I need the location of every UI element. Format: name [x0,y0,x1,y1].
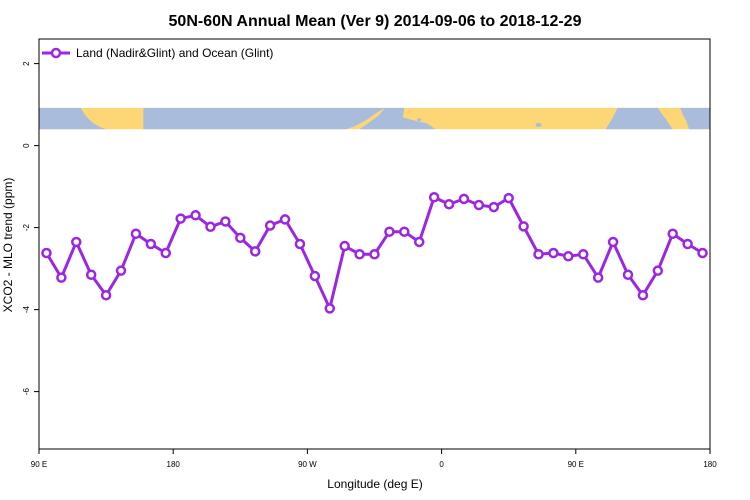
y-tick-label: -6 [22,387,31,395]
axes: 90 E 180 90 W 0 90 E 180 2 0 -2 -4 -6 [22,38,717,469]
x-axis-label: Longitude (deg E) [327,477,422,491]
data-point [220,216,231,227]
data-point [458,193,470,205]
data-point [324,303,336,314]
data-point [249,246,261,257]
x-tick-label: 180 [167,460,181,469]
data-point [563,251,574,262]
data-point [309,270,321,282]
y-tick-label: -2 [22,223,31,231]
data-point [533,249,544,260]
data-point [56,272,67,283]
map-coast-detail [417,118,422,122]
x-tick-label: 90 E [31,460,47,469]
plot-frame [38,38,711,450]
data-point [697,247,708,259]
data-point [85,269,97,280]
legend-label: Land (Nadir&Glint) and Ocean (Glint) [76,46,273,60]
map-coast-detail [287,122,292,126]
data-point [235,232,246,244]
data-point [294,238,306,250]
y-tick-label: 2 [22,61,31,66]
data-point [488,201,500,213]
data-point [205,221,216,233]
data-point [637,290,649,301]
map-ocean-region [680,107,710,130]
data-point [339,240,350,252]
map-ocean-region [143,107,385,130]
map-coast-detail [535,122,542,128]
data-point [667,228,678,239]
x-tick-label: 0 [439,460,444,469]
map-coast-detail [652,117,657,120]
data-point [71,236,82,248]
data-point [279,214,291,225]
data-point [503,192,514,204]
data-point [264,220,276,231]
map-ocean-region [605,107,673,130]
map-coast-detail [349,107,356,113]
map-ocean-region [359,107,436,130]
data-point [130,228,142,239]
legend-marker [50,47,62,59]
x-tick-label: 90 W [298,460,317,469]
data-point [682,238,693,250]
data-point [369,249,380,260]
data-point [354,249,365,260]
data-point [384,226,395,237]
data-point [607,236,619,248]
x-tick-label: 90 E [568,460,584,469]
data-point [190,210,201,221]
data-point [413,236,425,248]
data-point [548,247,559,259]
data-point [399,226,410,237]
series-layer [41,192,708,314]
y-tick-label: 0 [22,143,31,148]
data-point [473,199,485,211]
legend: Land (Nadir&Glint) and Ocean (Glint) [42,46,273,60]
data-point [160,247,171,259]
y-axis-label: XCO2 - MLO trend (ppm) [1,178,15,313]
data-point [41,247,52,259]
y-tick-label: -4 [22,305,31,313]
data-point [652,265,664,276]
chart-title: 50N-60N Annual Mean (Ver 9) 2014-09-06 t… [169,13,582,30]
data-point [443,198,455,210]
x-tick-label: 180 [703,460,717,469]
data-point [578,249,589,260]
data-point [100,290,112,301]
data-point [145,238,157,250]
map-ocean-region [39,107,107,130]
data-point [175,213,186,224]
data-point [518,221,529,232]
data-point [592,272,604,283]
data-point [622,269,634,280]
data-point [115,265,127,276]
data-point [428,192,440,203]
world-map-strip [39,107,710,130]
